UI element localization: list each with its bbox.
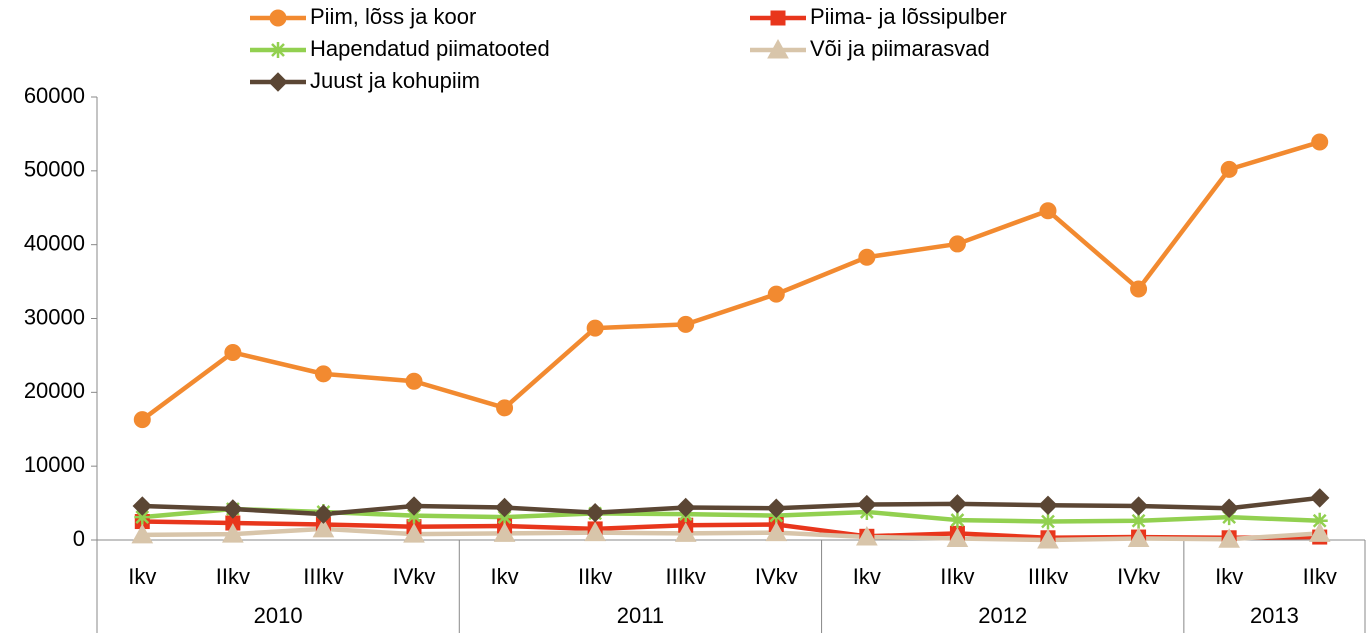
x-tick-label: IIIkv <box>666 564 706 589</box>
data-point <box>223 499 243 519</box>
data-point <box>946 527 969 548</box>
x-tick-label: IIkv <box>578 564 612 589</box>
legend-label: Hapendatud piimatooted <box>310 36 550 61</box>
x-group-label: 2010 <box>254 603 303 628</box>
data-point <box>494 497 515 518</box>
data-point <box>948 235 966 253</box>
legend-label: Piim, lõss ja koor <box>310 4 476 29</box>
data-point <box>585 502 605 523</box>
data-point <box>312 517 335 538</box>
data-point <box>947 494 968 514</box>
data-point <box>1127 527 1150 548</box>
x-tick-label: IVkv <box>393 564 436 589</box>
series-line <box>142 495 1320 517</box>
y-tick-label: 60000 <box>24 83 85 108</box>
data-point <box>1039 202 1057 220</box>
y-tick-label: 20000 <box>24 378 85 403</box>
x-tick-label: IIIkv <box>303 564 343 589</box>
data-point <box>857 494 877 515</box>
x-tick-label: IIkv <box>940 564 974 589</box>
data-point <box>314 365 332 383</box>
data-point <box>1218 528 1240 548</box>
data-point <box>405 372 423 390</box>
x-tick-label: IVkv <box>1117 564 1160 589</box>
data-point <box>1038 495 1058 516</box>
x-tick-label: Ikv <box>128 564 156 589</box>
data-point <box>1311 133 1329 151</box>
y-tick-label: 40000 <box>24 230 85 255</box>
data-point <box>404 496 424 516</box>
data-point <box>222 523 244 543</box>
x-tick-label: IVkv <box>755 564 798 589</box>
data-point <box>1311 512 1328 529</box>
data-point <box>224 343 242 361</box>
data-point <box>1037 528 1059 549</box>
x-tick-label: IIkv <box>216 564 250 589</box>
series-line <box>142 526 1320 543</box>
x-group-label: 2012 <box>978 603 1027 628</box>
data-point <box>674 522 697 542</box>
data-point <box>133 411 151 429</box>
legend-marker <box>268 72 288 92</box>
data-point <box>765 521 788 542</box>
legend-label: Juust ja kohupiim <box>310 68 480 93</box>
data-point <box>1308 522 1331 542</box>
series-line <box>140 139 1321 422</box>
y-tick-label: 30000 <box>24 304 85 329</box>
x-group-label: 2011 <box>617 603 664 628</box>
data-point <box>1128 496 1149 516</box>
data-point <box>676 497 696 518</box>
legend-marker <box>770 10 786 26</box>
data-point <box>131 523 154 544</box>
data-point <box>403 523 425 543</box>
x-tick-label: Ikv <box>853 564 881 589</box>
data-point <box>677 315 695 333</box>
data-point <box>1219 498 1239 518</box>
legend-label: Või ja piimarasvad <box>810 36 990 61</box>
data-point <box>858 248 876 266</box>
data-point <box>313 504 334 524</box>
data-point <box>1040 513 1056 530</box>
x-tick-label: Ikv <box>491 564 519 589</box>
legend-marker <box>767 38 789 59</box>
data-point <box>1310 488 1330 508</box>
x-tick-label: IIkv <box>1303 564 1337 589</box>
data-point <box>586 319 604 337</box>
data-point <box>132 496 152 516</box>
x-tick-label: IIIkv <box>1028 564 1068 589</box>
data-point <box>856 526 878 546</box>
data-point <box>134 509 151 526</box>
legend-marker <box>270 42 286 58</box>
x-group-label: 2013 <box>1250 603 1299 628</box>
data-point <box>584 521 606 542</box>
data-point <box>496 399 514 417</box>
data-point <box>949 512 966 529</box>
x-tick-label: Ikv <box>1215 564 1243 589</box>
data-point <box>766 498 786 518</box>
y-tick-label: 10000 <box>24 452 85 477</box>
data-point <box>1220 160 1238 178</box>
data-point <box>1130 280 1148 298</box>
data-point <box>493 522 516 542</box>
legend-label: Piima- ja lõssipulber <box>810 4 1007 29</box>
y-tick-label: 50000 <box>24 157 85 182</box>
y-tick-label: 0 <box>73 526 85 551</box>
data-point <box>767 285 785 303</box>
data-point <box>1130 512 1147 529</box>
legend-marker <box>269 9 287 27</box>
